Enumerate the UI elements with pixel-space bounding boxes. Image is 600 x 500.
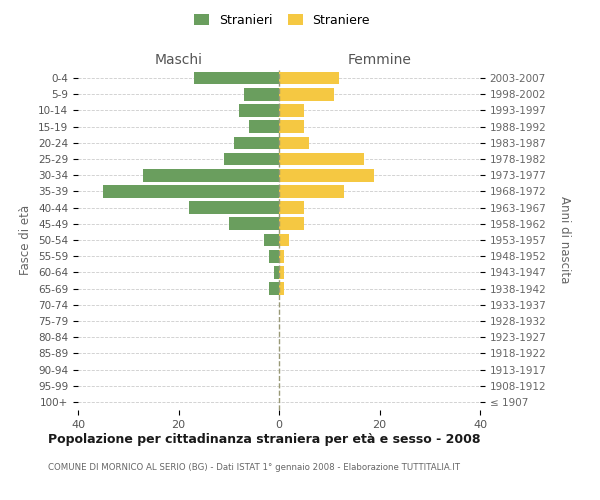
Text: Popolazione per cittadinanza straniera per età e sesso - 2008: Popolazione per cittadinanza straniera p… <box>48 432 481 446</box>
Bar <box>274 266 279 278</box>
Bar <box>194 72 279 85</box>
Bar <box>279 104 304 117</box>
Bar <box>249 120 279 133</box>
Bar <box>279 185 344 198</box>
Bar <box>279 152 364 166</box>
Bar <box>279 120 304 133</box>
Bar <box>279 250 284 262</box>
Bar <box>279 72 340 85</box>
Text: COMUNE DI MORNICO AL SERIO (BG) - Dati ISTAT 1° gennaio 2008 - Elaborazione TUTT: COMUNE DI MORNICO AL SERIO (BG) - Dati I… <box>48 462 460 471</box>
Bar <box>279 136 309 149</box>
Legend: Stranieri, Straniere: Stranieri, Straniere <box>189 8 375 32</box>
Bar <box>279 234 289 246</box>
Bar <box>269 282 279 295</box>
Bar <box>264 234 279 246</box>
Text: Femmine: Femmine <box>347 53 412 67</box>
Y-axis label: Anni di nascita: Anni di nascita <box>557 196 571 284</box>
Bar <box>279 88 334 101</box>
Bar <box>188 202 279 214</box>
Bar <box>269 250 279 262</box>
Bar <box>279 218 304 230</box>
Bar <box>103 185 279 198</box>
Bar <box>279 266 284 278</box>
Bar <box>234 136 279 149</box>
Y-axis label: Fasce di età: Fasce di età <box>19 205 32 275</box>
Bar <box>239 104 279 117</box>
Text: Maschi: Maschi <box>155 53 203 67</box>
Bar <box>143 169 279 181</box>
Bar <box>279 282 284 295</box>
Bar <box>279 202 304 214</box>
Bar <box>279 169 374 181</box>
Bar <box>224 152 279 166</box>
Bar <box>229 218 279 230</box>
Bar <box>244 88 279 101</box>
